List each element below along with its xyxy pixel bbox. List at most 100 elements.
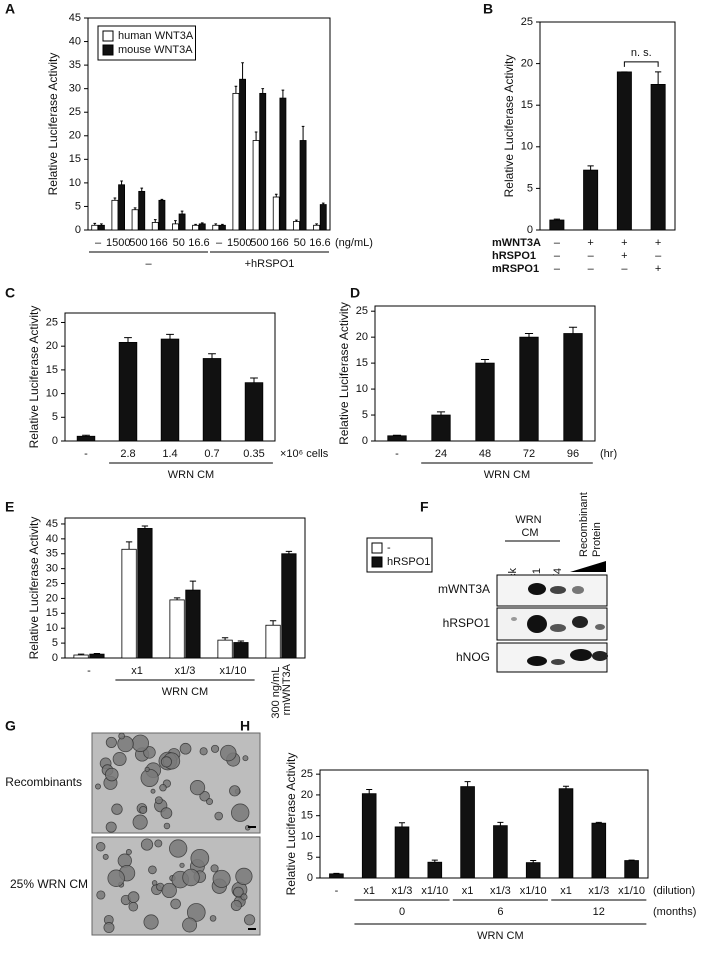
legend-label: human WNT3A [118,30,194,42]
y-tick-label: 35 [69,59,81,71]
error-bar [655,71,662,85]
error-bar [93,653,101,655]
organoid [182,868,200,887]
band [550,586,566,594]
y-tick-label: 35 [46,548,58,560]
organoid [151,880,158,886]
bar [329,873,344,879]
bar [525,862,541,879]
error-bar [398,822,406,827]
organoid [125,849,132,856]
error-bar [174,220,177,224]
panel-label: B [483,1,493,17]
error-bar [530,860,537,863]
y-tick-label: 0 [75,224,81,236]
y-tick-label: 0 [307,872,313,884]
condition-value: + [587,237,593,249]
error-bar [274,193,278,198]
y-tick-label: 5 [52,411,58,423]
error-bar [221,637,229,641]
bar [591,822,607,879]
condition-value: + [655,237,661,249]
band [572,586,584,594]
organoid [132,814,148,830]
y-tick-label: 0 [52,435,58,447]
condition-value: – [621,263,628,275]
y-tick-label: 25 [69,106,81,118]
error-bar [315,223,318,226]
bar [160,338,180,442]
gradient-wedge [570,561,606,572]
panel-label: H [240,718,250,734]
y-axis-label: Relative Luciferase Activity [502,55,516,198]
x-tick-label: x1 [131,665,143,677]
error-bar [113,197,117,201]
organoid [105,821,117,833]
y-tick-label: 20 [46,340,58,352]
bar [89,653,105,659]
bar [192,224,200,231]
y-tick-label: 45 [69,12,81,24]
bar [118,341,138,442]
y-tick-label: 10 [356,383,368,395]
bar [616,71,632,231]
error-bar [140,187,144,192]
condition-value: – [554,263,561,275]
y-tick-label: 40 [69,35,81,47]
organoid [231,803,250,822]
x-tick-label: 0.7 [204,448,219,460]
bar [91,224,99,231]
organoid [105,736,117,748]
bar [259,92,267,231]
y-tick-label: 15 [356,357,368,369]
plot-frame [87,17,331,231]
error-bar [250,377,258,383]
condition-value: – [588,263,595,275]
condition-value: – [588,250,595,262]
band [550,624,566,632]
organoid [102,853,109,860]
organoid [95,783,101,790]
panel-label: G [5,718,16,734]
error-bar [124,337,132,343]
condition-name: mWNT3A [492,237,541,249]
organoid [182,917,198,933]
error-bar [436,411,446,416]
blot-group-label: WRN CM [515,514,544,539]
bar [272,196,280,231]
y-tick-label: 15 [521,99,533,111]
bar [137,528,153,659]
bar [76,435,96,442]
organoid [154,796,163,805]
bar [460,786,475,879]
error-bar [153,219,157,223]
error-bar [261,88,265,94]
band [551,659,565,665]
error-bar [431,859,438,863]
error-bar [141,525,149,529]
organoid [103,922,115,934]
plot-frame [319,769,649,879]
error-bar [497,821,504,826]
x-unit: (dilution) [653,885,695,897]
y-tick-label: 25 [46,316,58,328]
bar [212,224,220,231]
organoid [127,891,140,903]
panel-label: A [5,1,15,17]
bar [394,826,410,879]
organoid [143,914,159,930]
organoid [96,890,106,900]
y-tick-label: 20 [521,58,533,70]
group-label: 12 [593,906,605,918]
bar [232,92,240,231]
error-bar [189,580,197,591]
x-tick-label: 300 ng/mL rmWNT3A [270,663,293,718]
x-tick-label: 1500 [106,237,130,249]
error-bar [285,550,293,554]
x-tick-label: x1 [560,885,572,897]
error-bar [568,326,578,334]
x-unit: ×10⁶ cells [280,448,329,460]
x-tick-label: 16.6 [309,237,330,249]
organoid [118,732,125,740]
error-bar [595,821,602,824]
